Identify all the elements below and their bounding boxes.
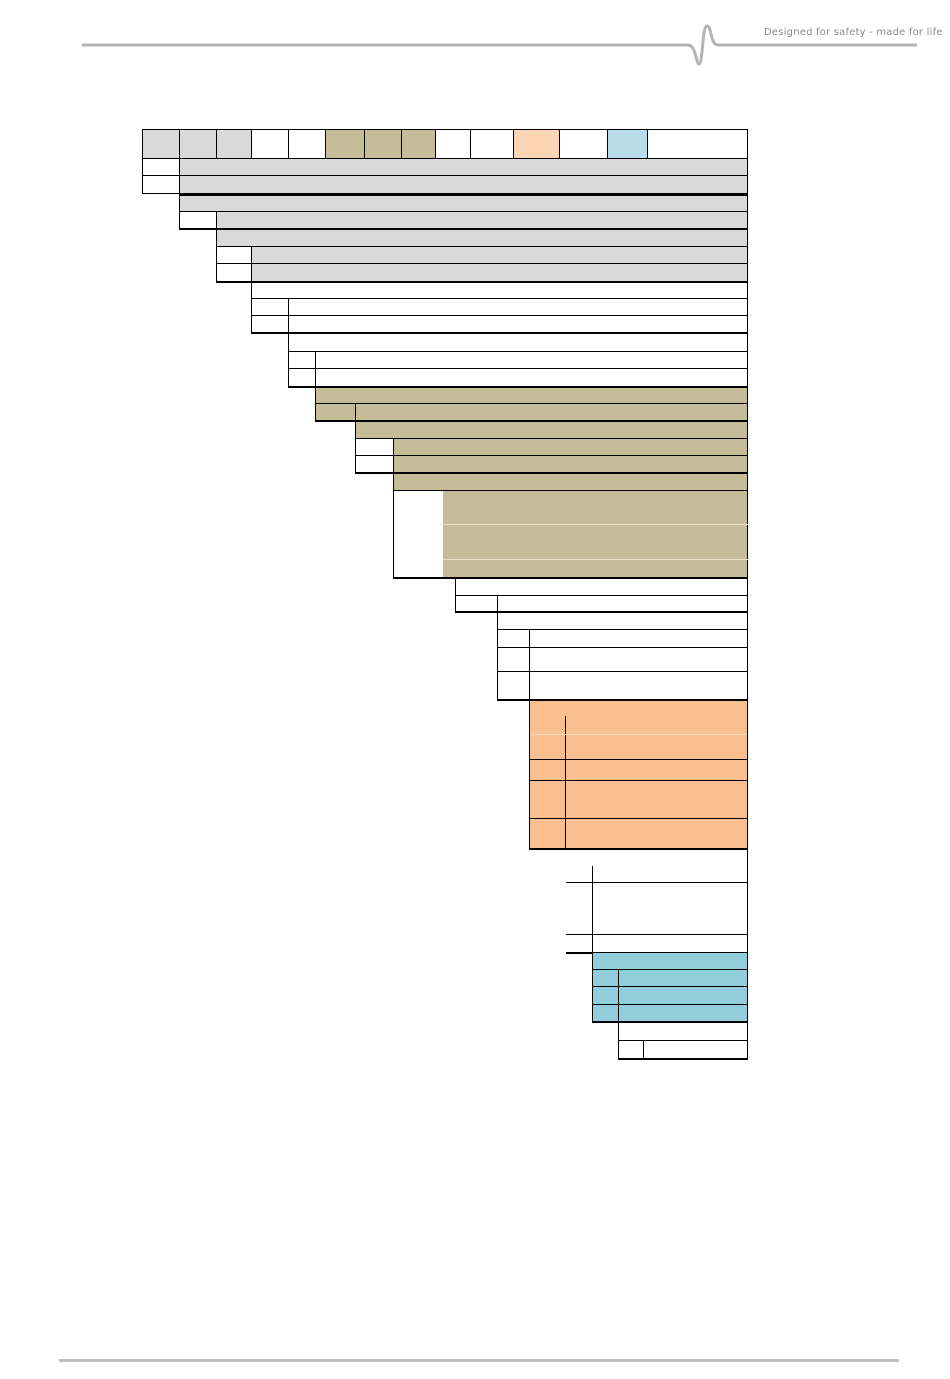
header-cell xyxy=(364,129,402,159)
table-row xyxy=(393,438,748,456)
header-cell xyxy=(216,129,252,159)
table-row xyxy=(393,455,748,474)
table-row xyxy=(288,298,748,316)
header-cell xyxy=(401,129,436,159)
table-row xyxy=(443,490,748,579)
row-divider xyxy=(443,524,748,525)
orange-block xyxy=(529,700,748,850)
header-cell xyxy=(559,129,608,159)
header-cell xyxy=(288,129,326,159)
table-row xyxy=(288,351,316,369)
table-row xyxy=(497,629,530,648)
header-cell xyxy=(607,129,648,159)
table-row xyxy=(288,368,316,388)
table-row xyxy=(529,671,748,701)
table-row xyxy=(393,490,444,579)
table-row xyxy=(566,849,748,883)
table-row xyxy=(179,158,748,176)
table-row xyxy=(618,1022,748,1041)
header-cell xyxy=(325,129,365,159)
table-row xyxy=(355,403,748,422)
header-cell xyxy=(142,129,180,159)
column-divider xyxy=(565,716,566,849)
row-divider xyxy=(530,759,747,760)
table-row xyxy=(142,175,180,194)
table-row xyxy=(216,229,748,247)
table-row xyxy=(593,883,748,935)
header-cell xyxy=(513,129,560,159)
header-cell xyxy=(470,129,514,159)
table-row xyxy=(251,315,289,334)
table-row xyxy=(216,263,252,283)
table-row xyxy=(315,368,748,388)
header-cell xyxy=(251,129,289,159)
table-row xyxy=(179,175,748,194)
table-row xyxy=(497,647,530,672)
header-cell xyxy=(647,129,748,159)
table-row xyxy=(315,387,748,404)
table-row xyxy=(251,263,748,283)
table-row xyxy=(142,158,180,176)
row-divider xyxy=(593,986,747,987)
table-row xyxy=(216,246,252,264)
row-divider xyxy=(443,559,748,560)
table-row xyxy=(393,473,748,491)
table-row xyxy=(455,578,748,596)
header-cell xyxy=(435,129,471,159)
row-divider xyxy=(530,734,747,735)
row-divider xyxy=(593,969,747,970)
column-divider xyxy=(592,866,593,954)
table-row xyxy=(355,421,748,439)
table-row xyxy=(251,246,748,264)
table-row xyxy=(497,671,530,701)
row-divider xyxy=(530,818,747,819)
table-row xyxy=(251,298,289,316)
table-row xyxy=(497,612,748,630)
table-row xyxy=(216,211,748,230)
table-row xyxy=(355,455,394,474)
row-divider xyxy=(566,882,748,883)
table-row xyxy=(288,315,748,334)
brand-tagline: Designed for safety - made for life xyxy=(764,27,943,38)
table-row xyxy=(251,282,748,299)
table-row xyxy=(179,194,748,212)
table-row xyxy=(643,1040,748,1060)
table-row xyxy=(593,935,748,953)
table-row xyxy=(497,595,748,613)
table-row xyxy=(315,403,356,422)
row-divider xyxy=(566,934,748,935)
row-divider xyxy=(593,1004,747,1005)
table-row xyxy=(529,629,748,648)
table-row xyxy=(179,211,217,230)
blue-block xyxy=(592,953,748,1023)
column-divider xyxy=(618,969,619,1022)
table-row xyxy=(315,351,748,369)
table-row xyxy=(618,1040,644,1060)
footer-rule xyxy=(59,1359,899,1362)
table-row xyxy=(355,438,394,456)
table-row xyxy=(288,333,748,352)
table-row xyxy=(455,595,498,613)
row-divider xyxy=(530,780,747,781)
header-cell xyxy=(179,129,217,159)
table-row xyxy=(529,647,748,672)
header-rule-with-logo-wave xyxy=(82,24,917,66)
